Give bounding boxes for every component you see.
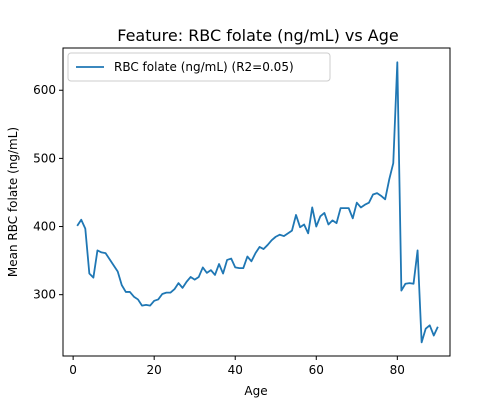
plot-area <box>76 61 439 344</box>
plot-frame <box>62 47 451 357</box>
y-tick-label: 500 <box>33 151 56 165</box>
legend: RBC folate (ng/mL) (R2=0.05) <box>67 52 331 82</box>
series-line-0 <box>76 61 439 344</box>
legend-label: RBC folate (ng/mL) (R2=0.05) <box>114 60 294 74</box>
legend-box <box>67 52 331 82</box>
y-tick-label: 300 <box>33 288 56 302</box>
y-tick-label: 400 <box>33 220 56 234</box>
x-tick-label: 20 <box>147 363 162 377</box>
chart-title: Feature: RBC folate (ng/mL) vs Age <box>117 26 398 45</box>
x-tick-label: 0 <box>69 363 77 377</box>
x-tick-label: 80 <box>390 363 405 377</box>
y-axis-label: Mean RBC folate (ng/mL) <box>6 127 20 277</box>
x-axis-ticks: 0 20 40 60 80 <box>69 356 405 377</box>
x-axis-label: Age <box>244 384 267 398</box>
x-tick-label: 60 <box>309 363 324 377</box>
x-tick-label: 40 <box>228 363 243 377</box>
y-axis-ticks: 300 400 500 600 <box>33 83 63 302</box>
y-tick-label: 600 <box>33 83 56 97</box>
